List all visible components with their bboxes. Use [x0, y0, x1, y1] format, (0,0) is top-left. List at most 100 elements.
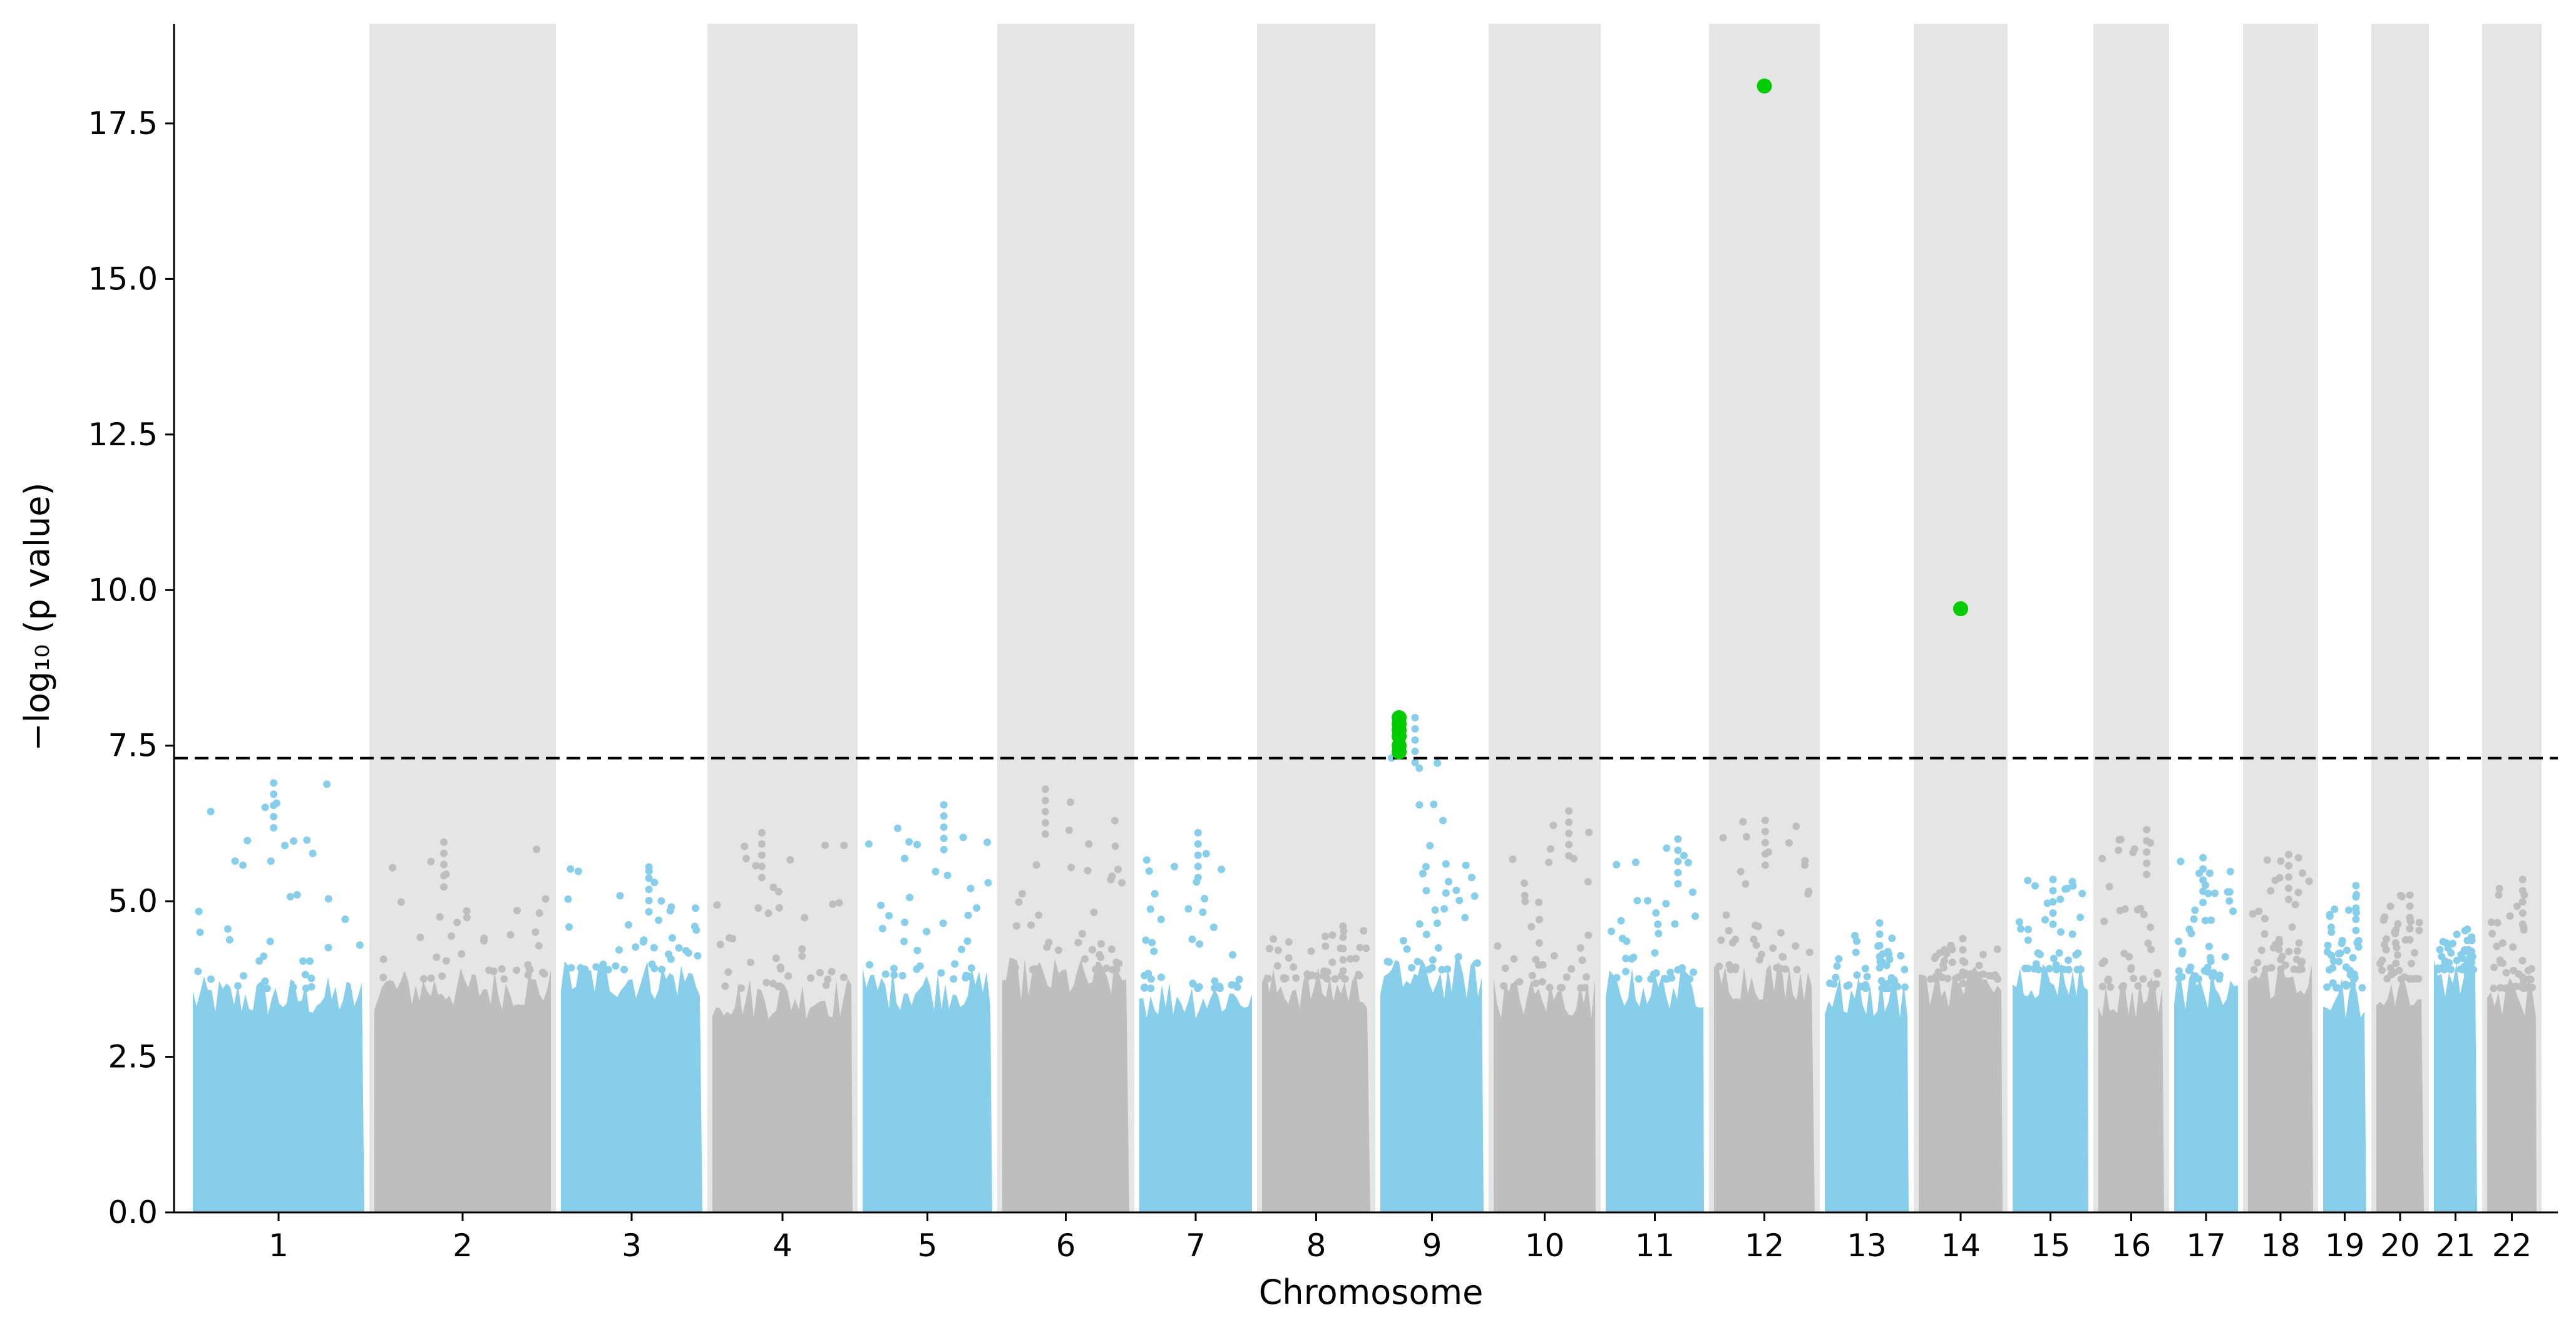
snp-peak-point	[2463, 925, 2471, 933]
snp-point	[1613, 974, 1621, 982]
snp-peak-point	[1041, 818, 1049, 827]
snp-point	[1715, 963, 1723, 971]
snp-point	[2285, 947, 2293, 956]
snp-point	[2386, 964, 2394, 972]
snp-point	[2414, 974, 2423, 983]
snp-point	[1652, 909, 1660, 917]
snp-point	[1145, 867, 1153, 875]
snp-peak-point	[440, 838, 448, 846]
snp-point	[234, 982, 242, 990]
snp-point	[379, 973, 387, 981]
snp-peak-point	[2406, 914, 2414, 921]
snp-point	[1852, 948, 1860, 956]
snp-point	[1356, 944, 1364, 952]
snp-point	[419, 975, 428, 983]
snp-point	[2205, 942, 2213, 951]
snp-point	[1331, 975, 1339, 983]
snp-point	[1633, 897, 1641, 905]
snp-point	[2386, 902, 2394, 911]
snp-point	[379, 955, 387, 963]
snp-point	[1032, 861, 1040, 869]
snp-point	[774, 887, 783, 896]
snp-peak-point	[2049, 898, 2057, 906]
snp-peak-point	[645, 897, 653, 905]
snp-point	[2493, 919, 2502, 927]
snp-point	[2278, 953, 2286, 961]
snp-point	[2298, 958, 2306, 966]
snp-point	[967, 884, 975, 892]
snp-point	[195, 907, 203, 916]
snp-points	[193, 958, 2537, 1212]
snp-point	[1661, 974, 1669, 983]
x-tick-label-13: 13	[1847, 1227, 1887, 1264]
snp-point	[1142, 856, 1151, 864]
snp-point	[615, 946, 623, 954]
snp-point	[2147, 923, 2155, 931]
snp-peak-point	[1411, 725, 1419, 733]
snp-peak-point	[645, 863, 653, 871]
snp-point	[906, 894, 914, 902]
snp-point	[1115, 959, 1123, 968]
snp-point	[1090, 908, 1098, 916]
snp-point	[2076, 966, 2085, 973]
snp-peak-point	[1411, 747, 1419, 755]
snp-point	[2175, 937, 2183, 946]
snp-point	[2515, 970, 2523, 978]
snp-point	[427, 857, 435, 865]
snp-point	[2178, 949, 2186, 958]
snp-point	[2513, 902, 2521, 911]
snp-point	[2441, 958, 2449, 966]
snp-point	[2512, 983, 2520, 991]
chromosome-12-snp-body	[1714, 961, 1815, 1212]
snp-point	[2216, 971, 2224, 979]
snp-point	[2144, 939, 2152, 947]
chromosome-11-snp-body	[1606, 968, 1704, 1212]
snp-point	[2209, 969, 2217, 977]
snp-point	[263, 984, 271, 993]
snp-peak-point	[1876, 941, 1884, 949]
x-tick-label-10: 10	[1525, 1227, 1565, 1264]
snp-point	[1897, 952, 1905, 960]
snp-point	[2411, 949, 2419, 957]
snp-point	[1919, 975, 1927, 983]
snp-peak-point	[1194, 862, 1202, 870]
snp-point	[2490, 984, 2498, 993]
snp-point	[632, 943, 640, 951]
snp-point	[1400, 937, 1407, 945]
snp-point	[2329, 964, 2337, 972]
snp-point	[2509, 943, 2517, 951]
snp-point	[599, 960, 607, 968]
snp-point	[885, 912, 893, 920]
snp-point	[1280, 975, 1288, 983]
snp-point	[807, 974, 814, 982]
snp-point	[240, 972, 247, 980]
snp-peak-point	[2352, 916, 2360, 923]
snp-peak-point	[940, 801, 948, 809]
snp-point	[1644, 897, 1651, 905]
snp-point	[1737, 867, 1745, 875]
snp-point	[2503, 984, 2511, 993]
snp-point	[769, 979, 777, 988]
snp-point	[533, 845, 541, 854]
snp-point	[1532, 979, 1540, 988]
snp-point	[1792, 942, 1800, 950]
snp-point	[764, 909, 772, 917]
snp-peak-point	[1674, 835, 1682, 843]
snp-peak-point	[440, 849, 448, 857]
snp-peak-point	[645, 885, 653, 894]
snp-point	[1861, 964, 1869, 973]
snp-peak-point	[2406, 924, 2414, 932]
snp-point	[1885, 950, 1893, 958]
snp-point	[567, 865, 575, 873]
snp-point	[1568, 965, 1576, 973]
snp-peak-point	[940, 845, 948, 854]
chromosome-22-snp-body	[2487, 978, 2537, 1212]
snp-point	[1863, 973, 1871, 981]
snp-point	[1202, 850, 1210, 858]
snp-point	[1088, 946, 1096, 954]
snp-point	[1684, 859, 1692, 867]
snp-point	[1035, 911, 1043, 919]
snp-peak-point	[2199, 876, 2207, 884]
snp-peak-point	[2352, 882, 2360, 890]
snp-point	[1292, 974, 1300, 982]
